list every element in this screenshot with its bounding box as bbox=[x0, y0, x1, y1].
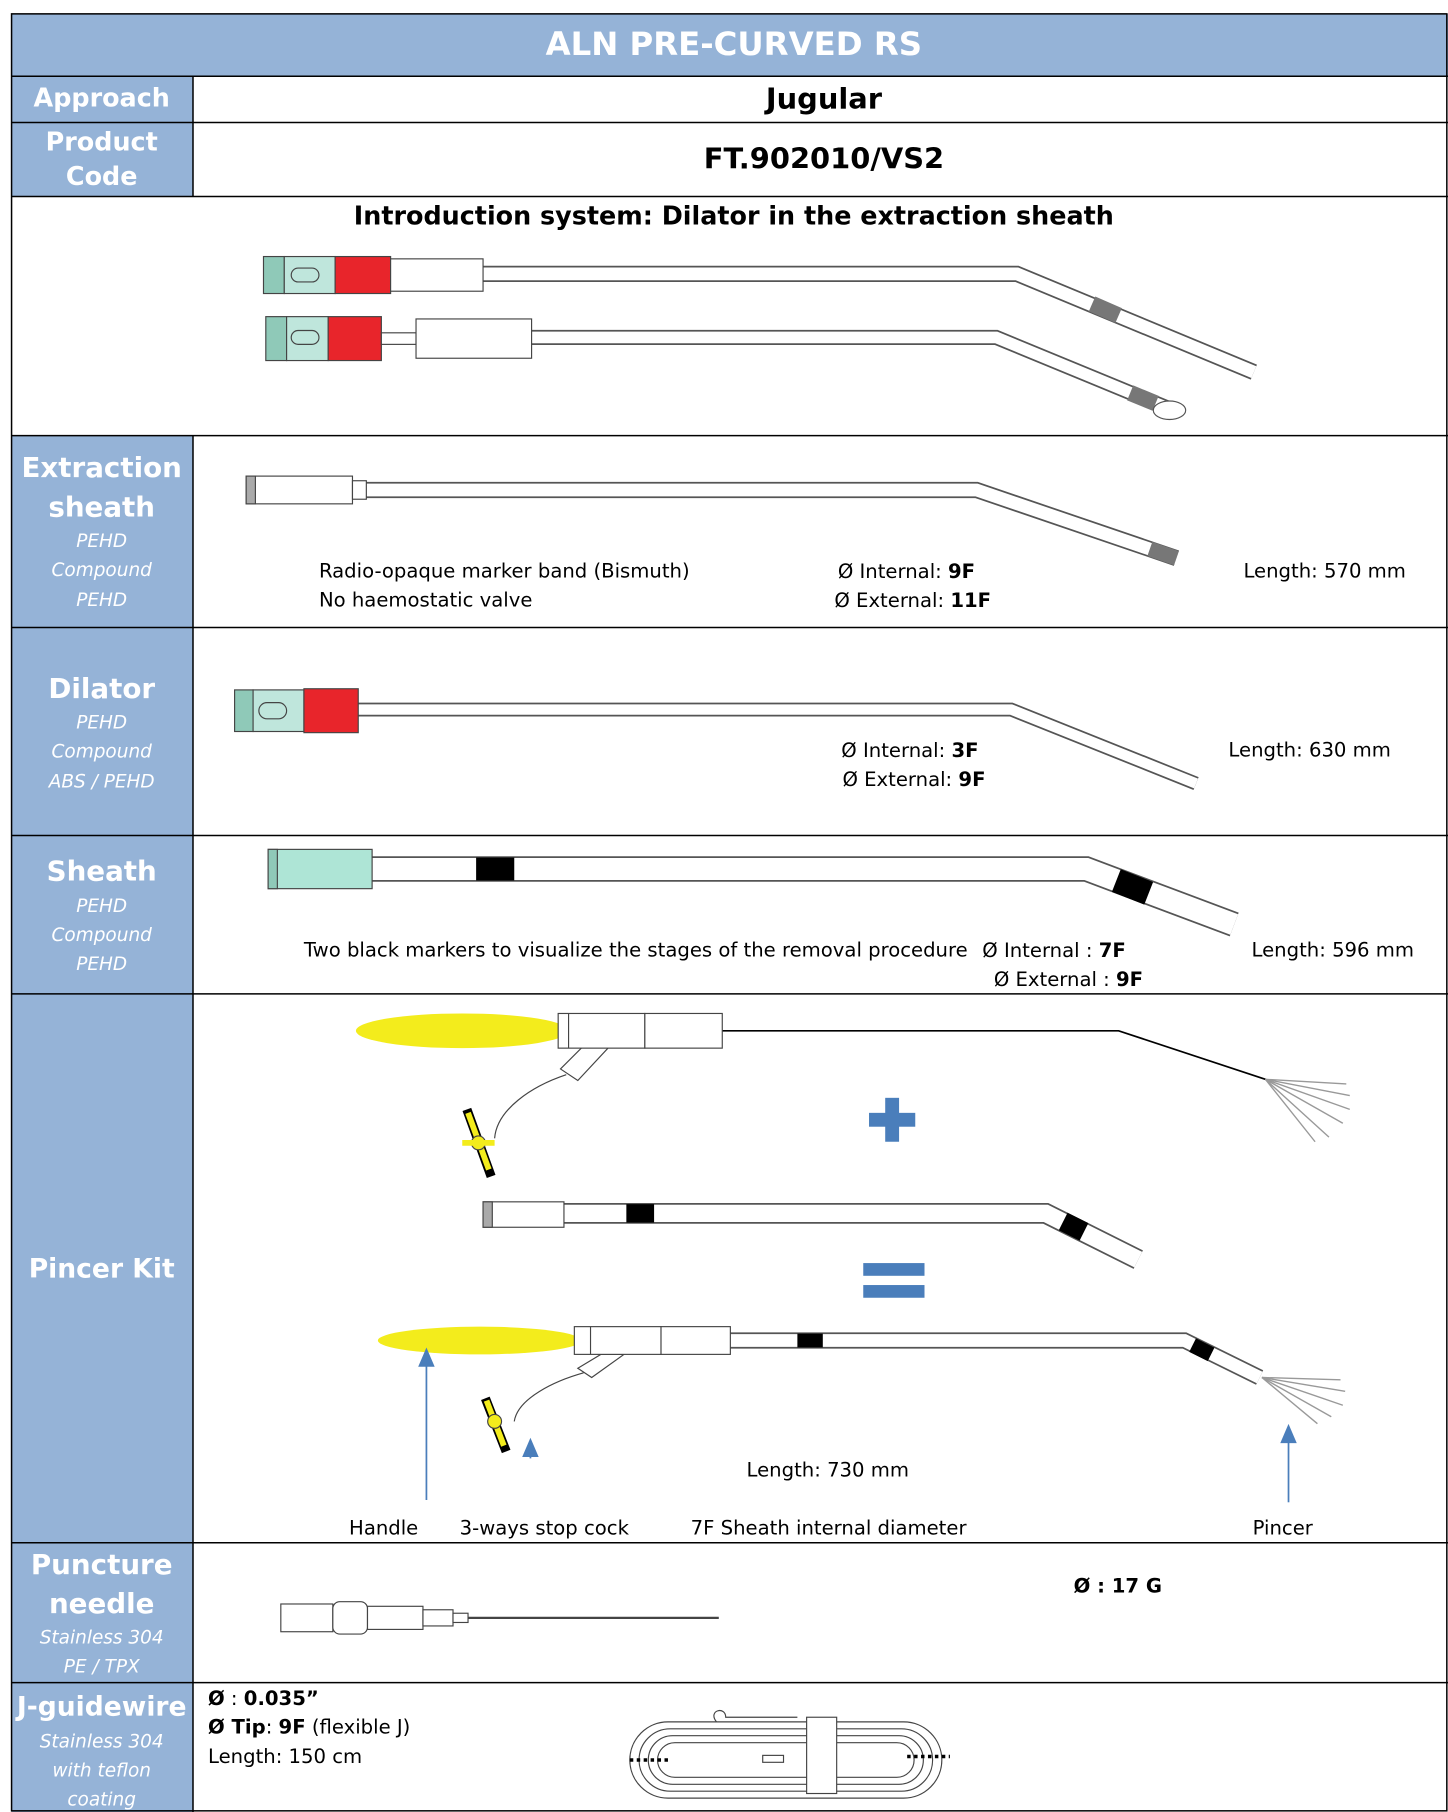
sheath-illustration bbox=[267, 848, 1239, 937]
row-label: Pincer Kit bbox=[29, 1254, 175, 1285]
spec-value: 11F bbox=[950, 588, 991, 611]
row-label: Extraction bbox=[21, 451, 181, 484]
material: PEHD bbox=[76, 531, 127, 552]
material: Compound bbox=[52, 741, 153, 762]
needle-illustration bbox=[280, 1601, 719, 1635]
material: PEHD bbox=[76, 954, 127, 975]
spec-value: 7F bbox=[1099, 939, 1126, 962]
spec-label: Ø External: bbox=[834, 588, 950, 611]
note: Two black markers to visualize the stage… bbox=[303, 939, 968, 962]
row-label: Sheath bbox=[47, 854, 157, 887]
pincer-kit-illustration bbox=[355, 1012, 1350, 1503]
length: Length: 730 mm bbox=[747, 1459, 909, 1482]
row-label: Product bbox=[46, 126, 158, 156]
material: coating bbox=[67, 1789, 136, 1810]
row-label: J-guidewire bbox=[15, 1691, 187, 1722]
spec-label: Ø External : bbox=[994, 967, 1116, 990]
material: with teflon bbox=[52, 1761, 151, 1782]
spec-separator: : bbox=[225, 1686, 244, 1709]
label-bg bbox=[11, 435, 193, 1812]
spec-note: (flexible J) bbox=[306, 1715, 411, 1738]
material: ABS / PEHD bbox=[48, 771, 155, 792]
row-value: Jugular bbox=[764, 82, 883, 116]
material: Stainless 304 bbox=[40, 1628, 164, 1649]
material: Compound bbox=[52, 560, 153, 581]
spec-value: 3F bbox=[951, 739, 978, 762]
title: ALN PRE-CURVED RS bbox=[546, 25, 922, 63]
material: Compound bbox=[52, 925, 153, 946]
spec-label: Ø Tip bbox=[208, 1715, 266, 1738]
spec-label: Ø External: bbox=[842, 768, 958, 791]
spec-value: 9F bbox=[958, 768, 985, 791]
row-value: FT.902010/VS2 bbox=[704, 142, 944, 176]
spec: Ø Internal : 7F bbox=[982, 939, 1125, 962]
callout: 3-ways stop cock bbox=[460, 1516, 630, 1539]
dilator-in-sheath-illustration bbox=[262, 255, 1257, 421]
row-label: Code bbox=[66, 161, 138, 191]
spec: Ø External : 9F bbox=[994, 967, 1143, 990]
spec: Ø External: 11F bbox=[834, 588, 991, 611]
spec: Ø External: 9F bbox=[842, 768, 985, 791]
callout: Handle bbox=[349, 1516, 418, 1539]
row-label: Dilator bbox=[48, 672, 155, 705]
material: PE / TPX bbox=[64, 1657, 140, 1678]
dilator-illustration bbox=[234, 688, 1199, 790]
length: Length: 150 cm bbox=[208, 1745, 362, 1768]
length: Length: 596 mm bbox=[1252, 939, 1414, 962]
callout: 7F Sheath internal diameter bbox=[691, 1516, 968, 1539]
spec-value: 17 G bbox=[1112, 1574, 1162, 1597]
header-bg bbox=[11, 13, 1448, 77]
section-title: Introduction system: Dilator in the extr… bbox=[354, 200, 1114, 230]
callout: Pincer bbox=[1253, 1516, 1314, 1539]
material: PEHD bbox=[76, 712, 127, 733]
guidewire-illustration bbox=[629, 1710, 950, 1799]
spec: Ø : 0.035” bbox=[208, 1686, 319, 1709]
table-grid bbox=[10, 13, 1448, 1812]
extraction-sheath-illustration bbox=[245, 475, 1180, 566]
spec: Ø Tip: 9F (flexible J) bbox=[208, 1715, 410, 1738]
spec-separator: : bbox=[266, 1715, 279, 1738]
note: No haemostatic valve bbox=[319, 588, 532, 611]
material: Stainless 304 bbox=[40, 1732, 164, 1753]
row-label: sheath bbox=[48, 490, 155, 523]
spec-value: 0.035” bbox=[244, 1686, 319, 1709]
note: Radio-opaque marker band (Bismuth) bbox=[319, 560, 690, 583]
spec: Ø Internal: 9F bbox=[838, 560, 975, 583]
spec: Ø Internal: 3F bbox=[841, 739, 978, 762]
material: PEHD bbox=[76, 896, 127, 917]
length: Length: 630 mm bbox=[1228, 739, 1390, 762]
spec-label: Ø Internal: bbox=[841, 739, 951, 762]
material: PEHD bbox=[76, 590, 127, 611]
spec-label: Ø Internal : bbox=[982, 939, 1098, 962]
length: Length: 570 mm bbox=[1243, 560, 1405, 583]
spec-value: 9F bbox=[1116, 967, 1143, 990]
spec-label: Ø Internal: bbox=[838, 560, 948, 583]
row-label: needle bbox=[49, 1587, 154, 1620]
spec-label: Ø bbox=[208, 1686, 225, 1709]
spec-value: 9F bbox=[948, 560, 975, 583]
spec-value: 9F bbox=[279, 1715, 306, 1738]
label-bg bbox=[11, 76, 193, 197]
spec-label: Ø : bbox=[1074, 1574, 1112, 1597]
row-label: Approach bbox=[34, 82, 170, 112]
spec: Ø : 17 G bbox=[1074, 1574, 1162, 1597]
row-label: Puncture bbox=[31, 1548, 173, 1581]
